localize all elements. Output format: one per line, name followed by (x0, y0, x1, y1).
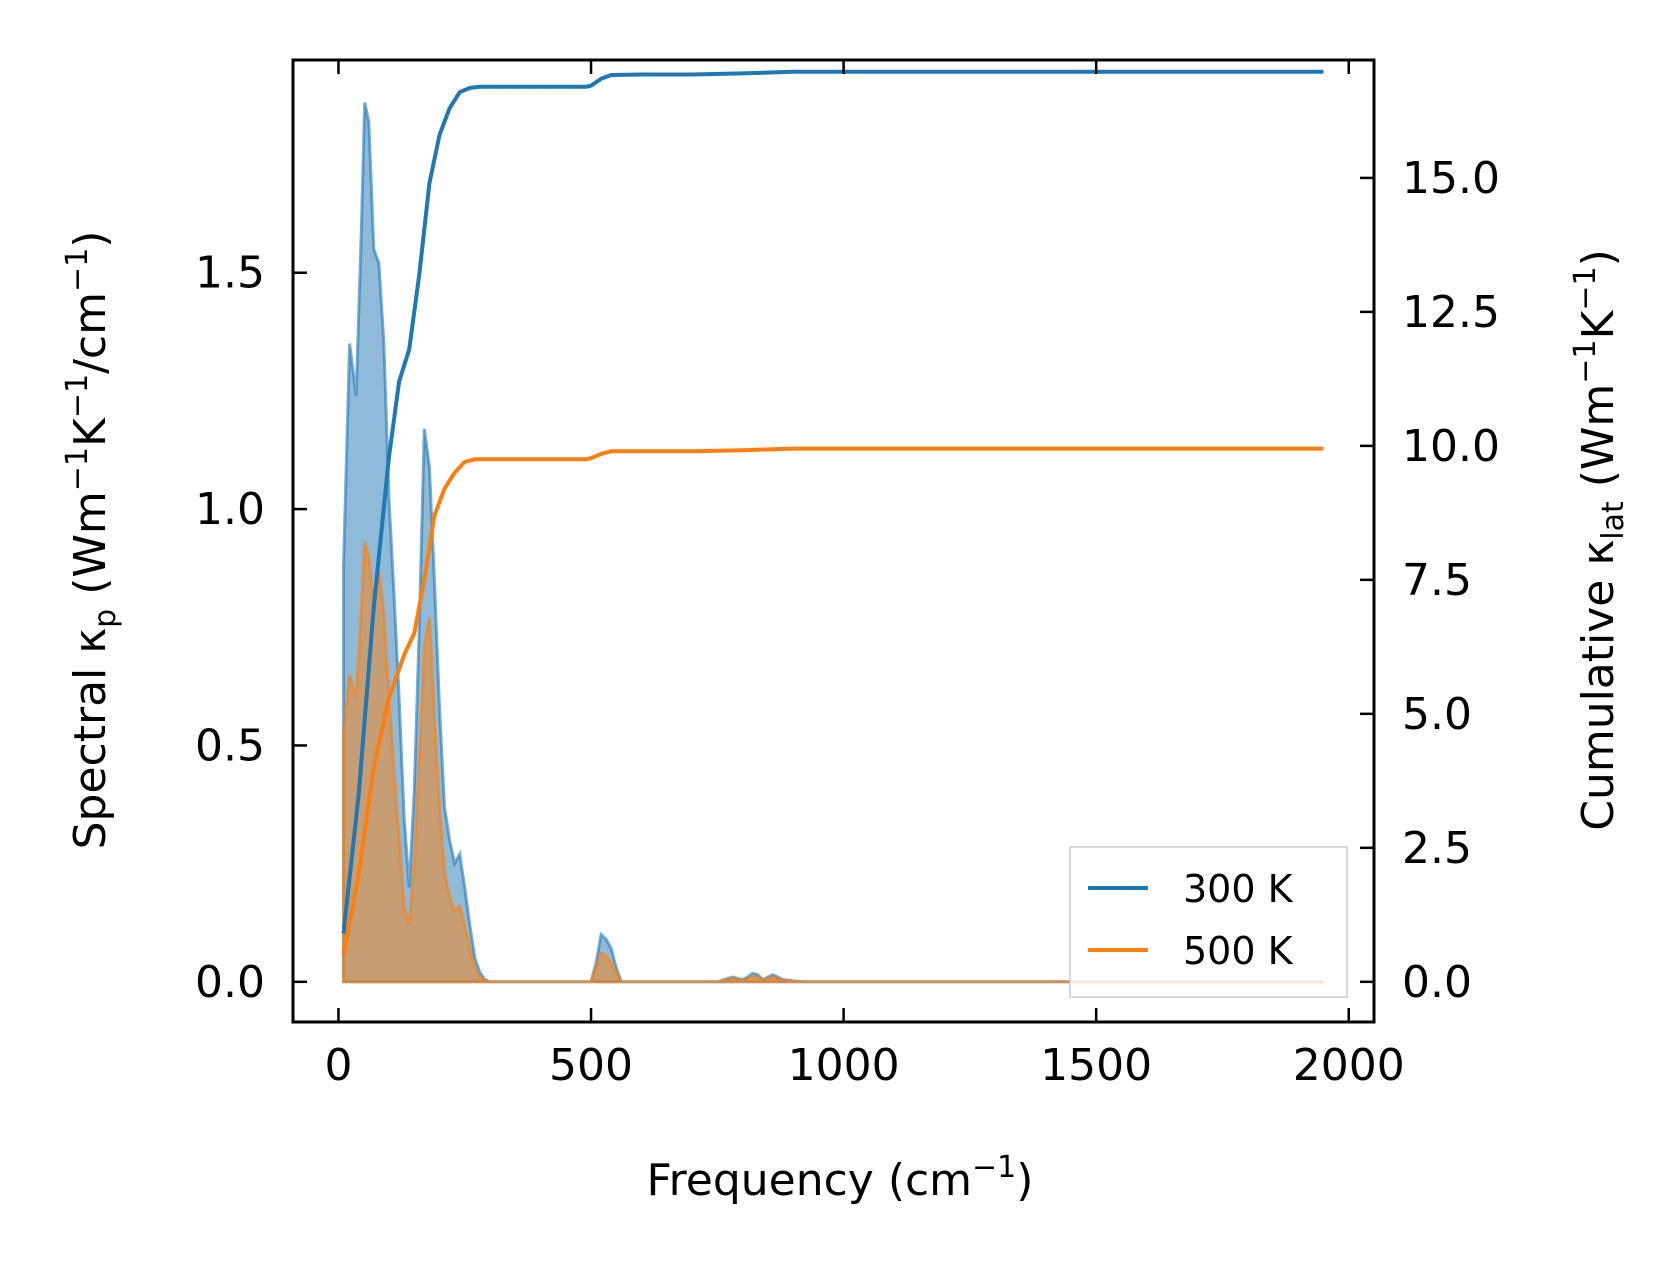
y-right-tick-label: 0.0 (1402, 957, 1472, 1008)
plot-frame (291, 58, 1376, 1024)
tick-labels: 0 500 1000 1500 2000 0.0 0.5 1.0 1.5 0.0 2.5 5.0 7.5… (195, 153, 1500, 1091)
y-right-tick-label: 12.5 (1402, 287, 1500, 338)
cumulative-line-300k (341, 69, 1324, 934)
legend-label-300k: 300 K (1183, 867, 1294, 911)
cumulative-line-500k (341, 446, 1324, 956)
x-tick-label: 2000 (1293, 1040, 1405, 1091)
spectral-fills (342, 102, 1324, 984)
axes (291, 58, 1376, 1024)
legend-frame (1069, 846, 1348, 998)
y-right-tick-label: 5.0 (1402, 689, 1472, 740)
legend: 300 K 500 K (1069, 846, 1348, 998)
y-left-tick-label: 0.5 (195, 720, 265, 771)
x-tick-label: 0 (324, 1040, 352, 1091)
y-right-tick-label: 2.5 (1402, 823, 1472, 874)
y-right-tick-label: 7.5 (1402, 555, 1472, 606)
y-right-tick-label: 10.0 (1402, 421, 1500, 472)
y-left-tick-label: 0.0 (195, 957, 265, 1008)
y-left-tick-label: 1.0 (195, 484, 265, 535)
x-tick-label: 500 (549, 1040, 633, 1091)
y-left-tick-label: 1.5 (195, 248, 265, 299)
x-tick-label: 1500 (1040, 1040, 1152, 1091)
y-right-tick-label: 15.0 (1402, 153, 1500, 204)
legend-label-500k: 500 K (1183, 929, 1294, 973)
x-axis-title: Frequency (cm−1) (647, 1150, 1034, 1206)
spectral-area-500k (342, 541, 1324, 984)
cumulative-lines (341, 69, 1324, 956)
y-right-axis-title: Cumulative κlat (Wm−1K−1) (1568, 249, 1631, 831)
x-tick-label: 1000 (788, 1040, 900, 1091)
y-left-axis-title: Spectral κp (Wm−1K−1/cm−1) (60, 231, 123, 850)
